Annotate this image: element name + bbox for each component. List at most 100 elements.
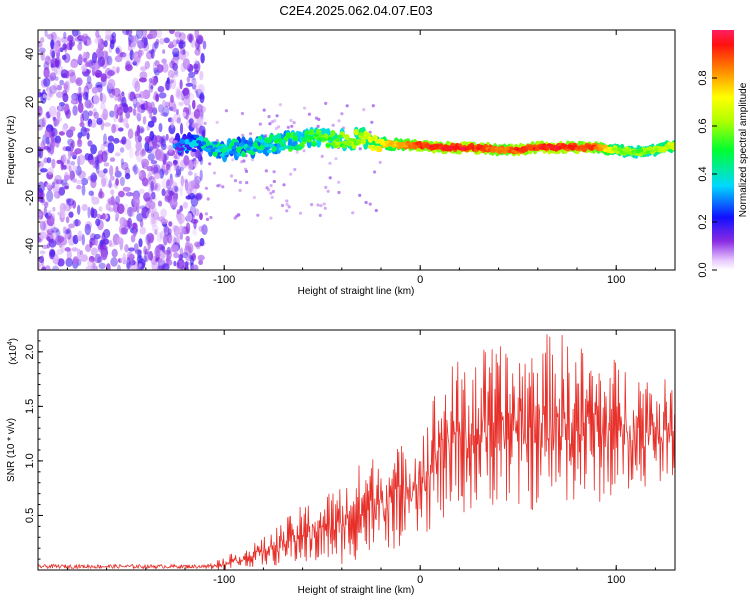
noise-cell [101, 177, 107, 188]
noise-cell [290, 124, 294, 128]
noise-cell [109, 39, 115, 50]
noise-cell [163, 249, 172, 255]
ridge-cell [309, 136, 315, 140]
noise-cell [170, 73, 179, 78]
noise-cell [81, 184, 86, 196]
noise-cell [46, 228, 54, 235]
ridge-cell [252, 148, 258, 152]
noise-cell [138, 171, 142, 177]
noise-cell [47, 209, 52, 216]
ridge-cell [372, 145, 378, 150]
noise-cell [66, 159, 70, 165]
noise-cell [168, 221, 173, 227]
noise-cell [199, 237, 205, 247]
noise-cell [49, 72, 56, 81]
noise-cell [184, 50, 190, 58]
noise-cell [38, 47, 46, 54]
noise-cell [38, 262, 41, 269]
ridge-cell [205, 148, 211, 153]
noise-cell [154, 41, 159, 49]
noise-cell [310, 203, 314, 207]
noise-cell [162, 49, 166, 54]
noise-cell [92, 60, 97, 73]
noise-cell [120, 161, 129, 171]
noise-cell [103, 162, 110, 167]
ridge-cell [236, 153, 242, 157]
noise-cell [97, 43, 105, 50]
noise-cell [132, 60, 137, 66]
noise-cell [169, 235, 176, 246]
noise-cell [126, 257, 131, 269]
noise-cell [126, 251, 134, 262]
noise-cell [100, 175, 108, 185]
noise-cell [159, 230, 164, 240]
noise-cell [148, 81, 154, 93]
noise-cell [194, 48, 201, 56]
ridge-cell [297, 146, 303, 150]
noise-cell [299, 211, 303, 215]
ridge-cell [316, 128, 322, 136]
noise-cell [184, 260, 189, 270]
noise-cell [65, 216, 70, 224]
noise-cell [151, 191, 156, 200]
noise-cell [143, 245, 147, 255]
noise-cell [89, 174, 94, 182]
noise-cell [156, 232, 162, 243]
noise-cell [285, 209, 289, 213]
noise-cell [49, 85, 57, 95]
noise-cell [38, 255, 44, 264]
noise-cell [107, 142, 115, 154]
noise-cell [147, 120, 155, 128]
noise-cell [49, 250, 56, 258]
ridge-cell [337, 134, 343, 139]
noise-cell [212, 171, 217, 175]
noise-cell [150, 85, 154, 90]
ridge-cell [358, 132, 364, 136]
ridge-cell [191, 148, 197, 153]
noise-cell [267, 115, 271, 119]
noise-cell [136, 101, 141, 113]
noise-cell [188, 181, 195, 191]
noise-cell [94, 253, 102, 264]
noise-cell [90, 172, 97, 183]
noise-cell [109, 110, 115, 118]
noise-cell [364, 200, 368, 205]
noise-cell [277, 125, 281, 129]
colorbar-label: Normalized spectral amplitude [738, 82, 749, 217]
ridge-cell [179, 147, 185, 151]
noise-cell [337, 180, 341, 184]
noise-cell [39, 160, 45, 167]
spectrogram-axes: -100 0 100 -40 -20 0 20 40 [24, 29, 656, 286]
noise-cell [105, 30, 112, 40]
noise-cell [122, 186, 131, 192]
snr-panel: -100 0 100 0.5 1.0 1.5 2.0 Height of straight … [6, 329, 676, 596]
noise-cell [70, 94, 76, 105]
noise-cell [187, 33, 194, 42]
noise-cell [75, 179, 83, 185]
noise-cell [197, 36, 203, 45]
noise-cell [72, 165, 78, 172]
noise-cell [195, 39, 200, 50]
noise-cell [51, 158, 56, 169]
noise-cell [188, 118, 194, 125]
noise-cell [53, 42, 60, 54]
noise-cell [221, 185, 225, 189]
noise-cell [171, 47, 180, 53]
noise-cell [52, 265, 60, 270]
ridge-cell [351, 138, 357, 142]
noise-cell [201, 224, 208, 236]
ridge-cell [219, 153, 225, 157]
noise-cell [72, 256, 80, 265]
noise-cell [56, 159, 62, 164]
ridge-cell [640, 151, 646, 155]
noise-cell [319, 204, 323, 208]
noise-cell [133, 166, 140, 174]
colorbar: 0.0 0.2 0.4 0.6 0.8 Normalized spectral ampl… [697, 30, 749, 278]
noise-cell [78, 86, 82, 93]
noise-cell [199, 155, 204, 166]
noise-cell [41, 117, 46, 128]
noise-cell [94, 37, 102, 45]
noise-cell [100, 93, 107, 104]
noise-cell [286, 125, 290, 129]
noise-cell [150, 48, 155, 59]
